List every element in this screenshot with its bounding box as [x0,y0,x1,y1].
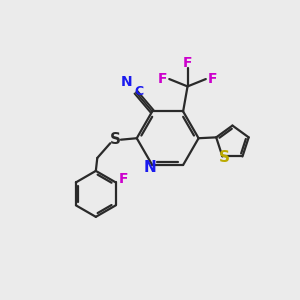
Text: F: F [119,172,129,186]
Text: F: F [158,72,168,86]
Text: F: F [183,56,192,70]
Text: N: N [121,75,132,89]
Text: S: S [218,150,230,165]
Text: F: F [208,72,217,86]
Text: S: S [110,132,121,147]
Text: N: N [143,160,156,175]
Text: C: C [134,85,143,98]
